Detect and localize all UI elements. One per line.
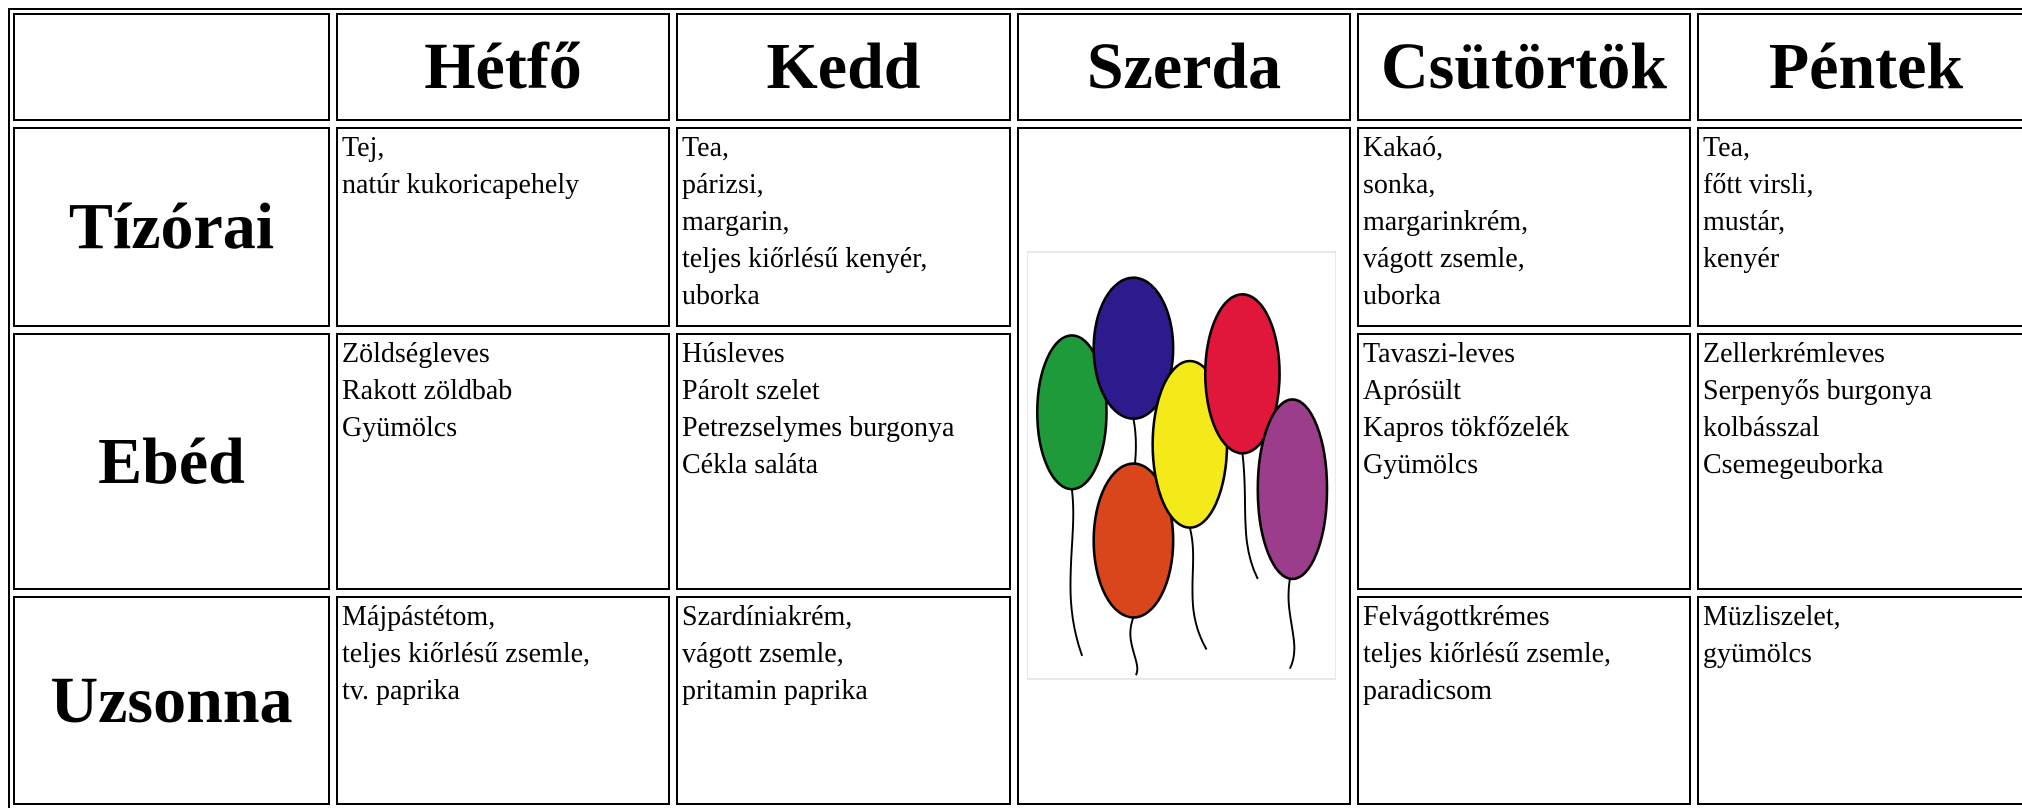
menu-cell: Szardíniakrém, vágott zsemle, pritamin pap… — [676, 596, 1011, 805]
day-header: Hétfő — [336, 13, 670, 121]
menu-item: uborka — [682, 280, 760, 311]
menu-cell: Kakaó, sonka, margarinkrém, vágott zsemle, u… — [1357, 127, 1691, 327]
row-header: Uzsonna — [13, 596, 330, 805]
menu-item: natúr kukoricapehely — [342, 169, 580, 200]
menu-item: Gyümölcs — [1363, 449, 1479, 480]
menu-item: mustár, — [1703, 206, 1786, 237]
menu-item: Aprósült — [1363, 375, 1461, 406]
menu-cell: Tea, főtt virsli, mustár, kenyér — [1697, 127, 2022, 327]
menu-item: uborka — [1363, 280, 1441, 311]
menu-cell: Húsleves Párolt szelet Petrezselymes burgo… — [676, 333, 1011, 590]
menu-item: paradicsom — [1363, 675, 1493, 706]
menu-item: vágott zsemle, — [1363, 243, 1525, 274]
menu-item: Tavaszi-leves — [1363, 338, 1515, 369]
menu-item: gyümölcs — [1703, 638, 1812, 669]
row-header: Ebéd — [13, 333, 330, 590]
menu-item: margarinkrém, — [1363, 206, 1529, 237]
row-header: Tízórai — [13, 127, 330, 327]
menu-item: Müzliszelet, — [1703, 601, 1841, 632]
menu-item: Kakaó, — [1363, 132, 1444, 163]
menu-cell: Zöldségleves Rakott zöldbab Gyümölcs — [336, 333, 670, 590]
menu-cell: Májpástétom, teljes kiőrlésű zsemle, tv. p… — [336, 596, 670, 805]
menu-item: teljes kiőrlésű zsemle, — [342, 638, 591, 669]
menu-item: teljes kiőrlésű zsemle, — [1363, 638, 1612, 669]
corner-cell — [13, 13, 330, 121]
day-header: Kedd — [676, 13, 1011, 121]
menu-item: párizsi, — [682, 169, 764, 200]
menu-item: kolbásszal — [1703, 412, 1820, 443]
balloons-image — [1027, 251, 1336, 680]
menu-cell: Felvágottkrémes teljes kiőrlésű zsemle, pa… — [1357, 596, 1691, 805]
menu-table: Hétfő Kedd Szerda Csütörtök Péntek Tízórai Tej… — [8, 8, 2022, 808]
menu-item: Párolt szelet — [682, 375, 820, 406]
day-header: Csütörtök — [1357, 13, 1691, 121]
menu-item: Kapros tökfőzelék — [1363, 412, 1570, 443]
menu-item: Csemegeuborka — [1703, 449, 1884, 480]
menu-item: Szardíniakrém, — [682, 601, 853, 632]
day-header: Szerda — [1017, 13, 1351, 121]
menu-item: Zellerkrémleves — [1703, 338, 1885, 369]
menu-item: pritamin paprika — [682, 675, 868, 706]
menu-cell: Tavaszi-leves Aprósült Kapros tökfőzelék Gy… — [1357, 333, 1691, 590]
menu-item: Húsleves — [682, 338, 785, 369]
menu-item: Tea, — [1703, 132, 1751, 163]
menu-item: Cékla saláta — [682, 449, 819, 480]
menu-cell: Tej, natúr kukoricapehely — [336, 127, 670, 327]
menu-item: margarin, — [682, 206, 790, 237]
menu-item: tv. paprika — [342, 675, 460, 706]
menu-item: főtt virsli, — [1703, 169, 1814, 200]
menu-cell: Zellerkrémleves Serpenyős burgonya kolbáss… — [1697, 333, 2022, 590]
menu-item: Tea, — [682, 132, 730, 163]
day-header: Péntek — [1697, 13, 2022, 121]
menu-item: Zöldségleves — [342, 338, 490, 369]
menu-item: teljes kiőrlésű kenyér, — [682, 243, 928, 274]
menu-item: Rakott zöldbab — [342, 375, 513, 406]
menu-item: Felvágottkrémes — [1363, 601, 1550, 632]
menu-item: kenyér — [1703, 243, 1780, 274]
menu-item: Serpenyős burgonya — [1703, 375, 1932, 406]
menu-item: sonka, — [1363, 169, 1436, 200]
menu-item: Petrezselymes burgonya — [682, 412, 955, 443]
menu-cell: Tea, párizsi, margarin, teljes kiőrlésű ken… — [676, 127, 1011, 327]
menu-item: Gyümölcs — [342, 412, 458, 443]
menu-item: vágott zsemle, — [682, 638, 844, 669]
menu-cell: Müzliszelet, gyümölcs — [1697, 596, 2022, 805]
menu-item: Tej, — [342, 132, 385, 163]
menu-item: Májpástétom, — [342, 601, 496, 632]
